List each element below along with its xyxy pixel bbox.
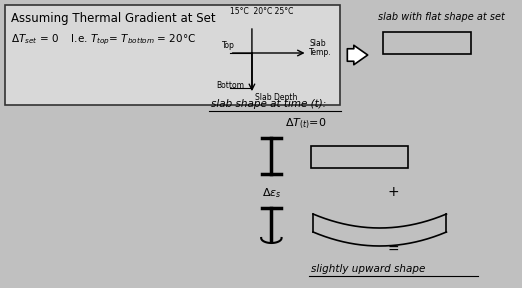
Text: Top: Top [222,41,235,50]
FancyArrowPatch shape [347,45,367,65]
Text: Assuming Thermal Gradient at Set: Assuming Thermal Gradient at Set [11,12,216,25]
Text: =: = [387,243,399,257]
Bar [311,146,408,168]
Text: $\Delta T_{(t)}$=0: $\Delta T_{(t)}$=0 [285,116,327,131]
Text: slab shape at time (t):: slab shape at time (t): [211,99,326,109]
Text: Bottom: Bottom [217,81,245,90]
Text: $\Delta T_{set}$ = 0    I.e. $T_{top}$= $T_{bottom}$ = 20°C: $\Delta T_{set}$ = 0 I.e. $T_{top}$= $T_… [11,33,196,47]
Text: Slab: Slab [310,39,326,48]
Text: slightly upward shape: slightly upward shape [311,264,425,274]
Text: Slab Depth: Slab Depth [255,93,297,102]
Text: 15°C  20°C 25°C: 15°C 20°C 25°C [230,7,293,16]
Text: +: + [387,185,399,199]
Text: Temp.: Temp. [310,48,332,57]
Bar [383,32,470,54]
Text: slab with flat shape at set: slab with flat shape at set [378,12,505,22]
Bar [5,5,340,105]
Text: $\Delta\varepsilon_s$: $\Delta\varepsilon_s$ [262,186,281,200]
